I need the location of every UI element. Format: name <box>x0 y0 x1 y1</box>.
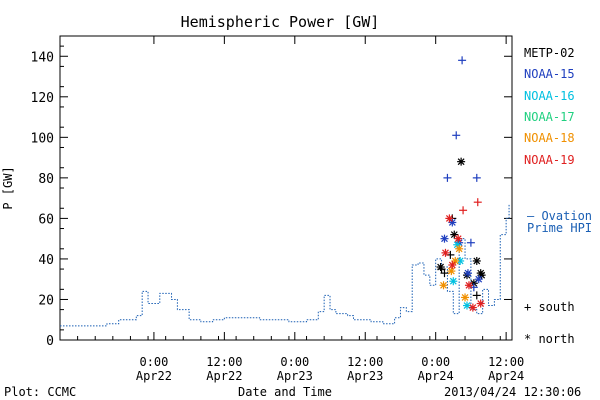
data-point-south <box>472 173 481 182</box>
x-tick-label-date: Apr24 <box>418 369 454 383</box>
data-point-north <box>468 303 477 312</box>
data-point-north <box>451 256 460 265</box>
data-point-north <box>476 299 485 308</box>
y-tick-label: 140 <box>31 50 54 65</box>
x-axis-label: Date and Time <box>238 385 332 399</box>
data-point-south <box>440 269 449 278</box>
axis-ticks <box>59 36 512 341</box>
ovation-layer <box>60 204 510 327</box>
x-tick-label-date: Apr22 <box>136 369 172 383</box>
legend-south-marker: + south <box>524 300 575 314</box>
x-tick-labels: 0:00Apr2212:00Apr220:00Apr2312:00Apr230:… <box>136 355 524 383</box>
data-point-north <box>439 281 448 290</box>
y-tick-label: 20 <box>38 293 54 308</box>
y-tick-label: 120 <box>31 91 54 106</box>
ovation-prime-hpi-line <box>60 204 510 327</box>
y-axis-label: P [GW] <box>1 166 15 209</box>
data-point-north <box>463 269 472 278</box>
data-point-north <box>454 234 463 243</box>
data-point-south <box>459 206 468 215</box>
x-tick-label-date: Apr23 <box>347 369 383 383</box>
data-point-north <box>445 214 454 223</box>
data-point-north <box>477 271 486 280</box>
data-point-south <box>473 198 482 207</box>
data-point-north <box>436 263 445 272</box>
legend-ovation-line-2: Prime HPI <box>527 221 592 235</box>
data-point-north <box>472 256 481 265</box>
data-point-north <box>449 277 458 286</box>
data-point-south <box>466 238 475 247</box>
x-tick-label-time: 0:00 <box>421 355 450 369</box>
x-tick-label-time: 0:00 <box>139 355 168 369</box>
data-point-north <box>448 261 457 270</box>
data-point-north <box>462 301 471 310</box>
data-point-north <box>461 293 470 302</box>
legend-ovation-line-1: — Ovation <box>527 209 592 223</box>
legend-entry-noaa-19: NOAA-19 <box>524 153 575 167</box>
legend-entry-metp-02: METP-02 <box>524 46 575 60</box>
x-tick-label-time: 12:00 <box>347 355 383 369</box>
chart-title: Hemispheric Power [GW] <box>181 13 380 31</box>
x-tick-label-date: Apr22 <box>206 369 242 383</box>
x-tick-label-date: Apr24 <box>488 369 524 383</box>
data-point-north <box>455 244 464 253</box>
legend-entry-noaa-15: NOAA-15 <box>524 67 575 81</box>
y-tick-label: 40 <box>38 253 54 268</box>
data-point-north <box>440 234 449 243</box>
y-tick-label: 80 <box>38 172 54 187</box>
data-point-north <box>448 218 457 227</box>
y-tick-label: 0 <box>46 334 54 349</box>
y-tick-label: 60 <box>38 212 54 227</box>
data-point-north <box>474 275 483 284</box>
plot-frame <box>59 35 513 341</box>
legend-north-marker: * north <box>524 332 575 346</box>
data-point-south <box>443 173 452 182</box>
x-tick-label-time: 0:00 <box>280 355 309 369</box>
data-point-north <box>457 157 466 166</box>
legend-entry-noaa-18: NOAA-18 <box>524 131 575 145</box>
legend-entry-noaa-16: NOAA-16 <box>524 89 575 103</box>
data-point-south <box>472 291 481 300</box>
y-tick-labels: 0 20 40 60 80 100 120 140 <box>31 50 54 349</box>
x-tick-label-time: 12:00 <box>488 355 524 369</box>
data-point-north <box>441 248 450 257</box>
legend-entry-noaa-17: NOAA-17 <box>524 110 575 124</box>
data-point-south <box>452 131 461 140</box>
legend: METP-02 NOAA-15 NOAA-16 NOAA-17 NOAA-18 … <box>524 46 592 346</box>
footer-timestamp: 2013/04/24 12:30:06 <box>444 385 581 399</box>
data-point-south <box>458 56 467 65</box>
x-tick-label-time: 12:00 <box>206 355 242 369</box>
y-tick-label: 100 <box>31 131 54 146</box>
data-point-north <box>464 281 473 290</box>
footer-plot-credit: Plot: CCMC <box>4 385 76 399</box>
points-layer <box>436 56 486 312</box>
x-tick-label-date: Apr23 <box>277 369 313 383</box>
data-point-north <box>447 267 456 276</box>
